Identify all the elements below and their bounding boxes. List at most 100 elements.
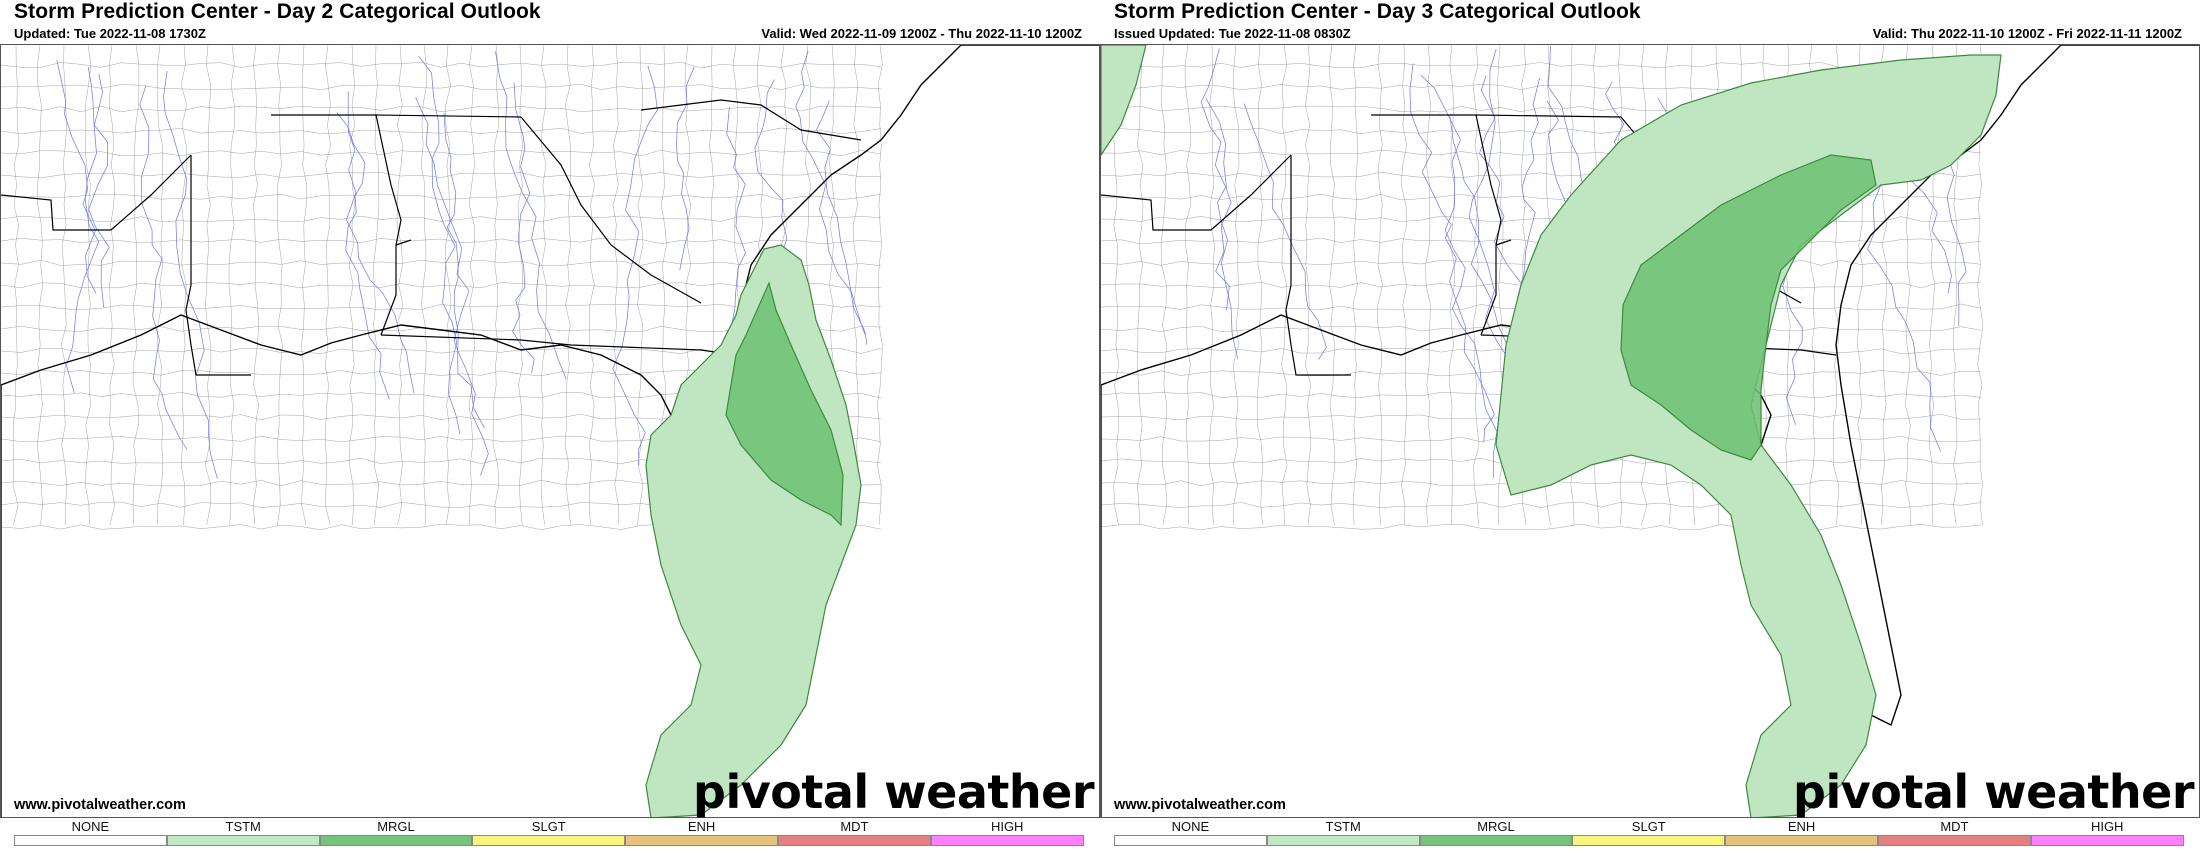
county-line [1329, 45, 1336, 526]
state-border [1101, 154, 1292, 231]
legend-label: TSTM [225, 819, 261, 834]
county-line [1, 282, 882, 289]
county-line [348, 45, 356, 526]
county-line [1, 193, 882, 200]
mrgl-risk-area [725, 281, 844, 527]
county-line [228, 45, 235, 526]
river-line [816, 100, 868, 345]
legend-label: ENH [1787, 819, 1816, 834]
legend-label: HIGH [990, 819, 1024, 834]
legend-item-mrgl: MRGL [319, 819, 473, 848]
county-line [1101, 501, 1982, 508]
county-line [877, 45, 883, 526]
county-line [1305, 45, 1312, 526]
pivotal-weather-logo: pivotal weather [693, 765, 1094, 819]
county-line [1377, 45, 1383, 526]
legend-swatch [1878, 835, 2031, 846]
county-line [1, 171, 882, 179]
legend-label: MRGL [1477, 819, 1515, 834]
river-line [346, 91, 415, 394]
day3-outlook-panel: Storm Prediction Center - Day 3 Categori… [1100, 0, 2200, 850]
coastline [1, 45, 1099, 817]
county-line [1160, 45, 1168, 526]
county-line [277, 45, 283, 526]
risk-areas [1101, 45, 2002, 817]
river-line [1200, 48, 1239, 360]
legend-swatch [778, 835, 931, 846]
river-line [88, 73, 110, 308]
legend-label: MRGL [377, 819, 415, 834]
tstm-risk-area-west [1101, 45, 1147, 157]
state-border [380, 334, 737, 356]
legend-item-none: NONE [1114, 820, 1267, 848]
legend-item-high: HIGH [2030, 819, 2184, 848]
river-line [418, 56, 461, 435]
county-line [1, 303, 882, 311]
legend-label: ENH [687, 819, 716, 834]
river-line [66, 66, 100, 394]
county-line [1425, 45, 1432, 526]
county-line [612, 45, 619, 526]
legend-item-high: HIGH [930, 819, 1084, 848]
county-line [60, 45, 68, 526]
outlook-map[interactable] [1100, 44, 2200, 818]
legend-label: HIGH [2090, 819, 2124, 834]
mrgl-risk-area [1620, 154, 1877, 461]
valid-period: Valid: Thu 2022-11-10 1200Z - Fri 2022-1… [1872, 26, 2182, 41]
county-line [396, 45, 404, 526]
legend-item-tstm: TSTM [166, 819, 320, 848]
legend-item-slgt: SLGT [1572, 819, 1726, 848]
county-line [1, 259, 882, 267]
legend-swatch [1725, 835, 1878, 846]
legend-label: TSTM [1325, 819, 1361, 834]
county-line [1352, 45, 1358, 526]
river-line [56, 60, 97, 294]
state-border [375, 114, 522, 118]
county-line [1101, 215, 1982, 223]
panel-title: Storm Prediction Center - Day 3 Categori… [1114, 0, 1641, 23]
river-line [1420, 75, 1498, 478]
legend-label: NONE [71, 819, 110, 834]
map-canvas [1101, 45, 2199, 817]
legend-item-none: NONE [14, 820, 167, 848]
legend-swatch [1572, 835, 1726, 846]
county-line [1101, 523, 1982, 531]
river-line [1205, 98, 1232, 311]
county-line [132, 45, 140, 526]
county-line [1136, 45, 1144, 526]
state-border [185, 155, 251, 376]
legend-swatch [930, 835, 1084, 846]
legend-label: SLGT [1631, 819, 1666, 834]
state-border [395, 239, 412, 246]
legend-label: SLGT [531, 819, 566, 834]
county-line [1400, 45, 1407, 526]
map-canvas [1, 45, 1099, 817]
legend-swatch [625, 835, 778, 846]
county-line [1257, 45, 1263, 526]
county-line [12, 45, 19, 526]
state-border [1285, 155, 1351, 376]
legend-swatch [319, 835, 473, 846]
panel-title: Storm Prediction Center - Day 2 Categori… [14, 0, 541, 23]
legend-swatch [166, 835, 320, 846]
state-border [1475, 114, 1622, 118]
river-line [612, 65, 658, 466]
legend-item-enh: ENH [625, 820, 778, 848]
county-line [1209, 45, 1215, 526]
river-line [495, 51, 567, 380]
county-line [564, 45, 571, 526]
legend-item-slgt: SLGT [472, 819, 626, 848]
county-line [324, 45, 331, 526]
legend-swatch [1419, 835, 1573, 846]
river-line [676, 66, 695, 271]
county-line [588, 45, 595, 526]
county-line [1101, 62, 1982, 69]
state-border [1, 154, 192, 231]
river-line [1409, 63, 1495, 443]
county-line [637, 45, 644, 526]
county-line [445, 45, 452, 526]
county-line [156, 45, 164, 526]
county-line [373, 45, 380, 526]
outlook-map[interactable] [0, 44, 1100, 818]
updated-time: Updated: Tue 2022-11-08 1730Z [14, 26, 206, 41]
